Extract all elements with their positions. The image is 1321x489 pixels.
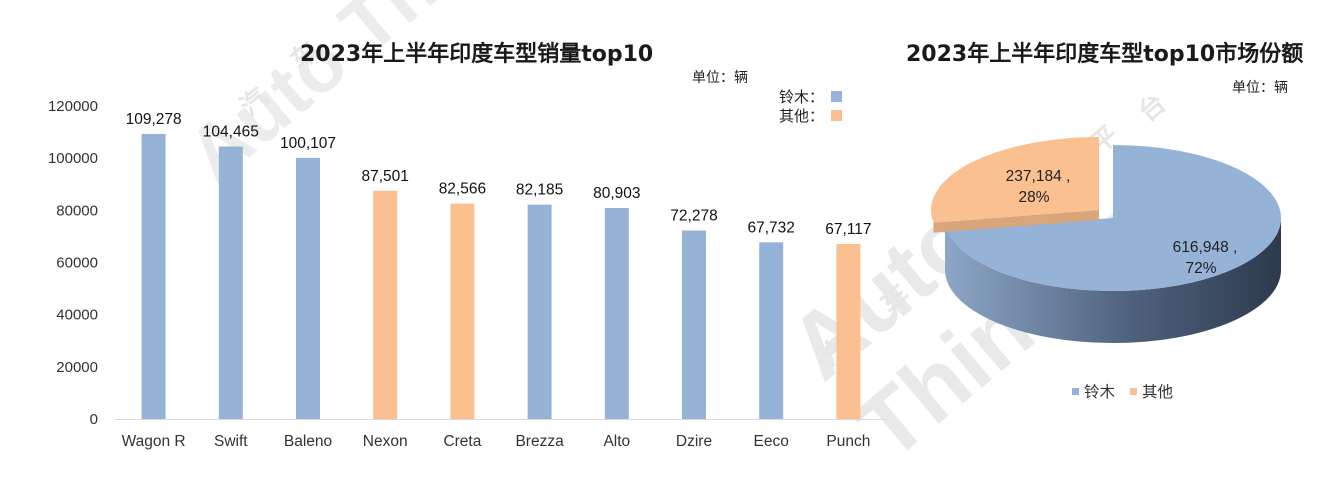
pie-side-wall — [945, 218, 1281, 343]
bar-chart: 0 20000 40000 60000 80000 100000 120000 109,278… — [48, 89, 887, 450]
bar-data-label: 87,501 — [361, 168, 408, 185]
bar-data-label: 82,566 — [439, 181, 486, 198]
pie-slice-other — [931, 137, 1099, 223]
bar-data-label: 82,185 — [516, 182, 563, 199]
bar — [296, 157, 320, 419]
pie-legend-swatch — [1130, 388, 1137, 395]
legend-swatch — [831, 91, 842, 102]
bar — [527, 204, 552, 419]
bar-data-label: 67,117 — [825, 221, 871, 238]
x-tick-label: Punch — [826, 433, 870, 450]
pie-slice-suzuki — [947, 145, 1281, 291]
pie-label-value: 616,948 , — [1173, 239, 1238, 256]
y-tick-label: 40000 — [56, 307, 98, 324]
y-tick-label: 100000 — [48, 150, 98, 167]
bar — [141, 133, 166, 419]
bar — [450, 203, 475, 419]
y-tick-label: 80000 — [56, 202, 98, 219]
legend-swatch — [831, 110, 842, 121]
bar-chart-unit-label: 单位：辆 — [692, 70, 748, 86]
y-tick-label: 20000 — [56, 359, 98, 376]
bar-data-label: 100,107 — [280, 135, 336, 152]
bar — [218, 146, 243, 420]
legend-label: 其他： — [779, 108, 824, 125]
bar — [373, 190, 398, 419]
pie-legend-swatch — [1072, 388, 1079, 395]
pie-chart-title: 2023年上半年印度车型top10市场份额 — [906, 42, 1304, 67]
pie-chart-unit-label: 单位：辆 — [1232, 80, 1288, 96]
x-tick-label: Eeco — [754, 433, 789, 450]
bar-data-label: 72,278 — [670, 207, 717, 224]
legend-label: 铃木： — [779, 89, 824, 106]
y-tick-label: 60000 — [56, 255, 98, 272]
y-tick-label: 120000 — [48, 98, 98, 115]
pie-chart: 616,948 , 72% 237,184 , 28% 铃木 其他 — [931, 137, 1281, 401]
pie-slice-other-edge — [933, 210, 1099, 233]
bar — [836, 243, 861, 419]
pie-legend-label: 铃木 — [1084, 383, 1116, 401]
bar — [682, 230, 706, 419]
x-tick-label: Swift — [214, 433, 248, 450]
x-tick-label: Brezza — [515, 433, 564, 450]
pie-legend-label: 其他 — [1142, 383, 1173, 401]
x-tick-label: Creta — [443, 433, 481, 450]
bar-data-label: 104,465 — [203, 124, 259, 141]
bar — [759, 242, 784, 419]
bar — [604, 207, 629, 419]
x-tick-label: Dzire — [676, 433, 712, 450]
x-tick-label: Nexon — [363, 433, 408, 450]
y-tick-label: 0 — [90, 411, 98, 428]
bar-data-label: 80,903 — [593, 185, 640, 202]
x-tick-label: Baleno — [284, 433, 332, 450]
bar-data-label: 67,732 — [747, 219, 794, 236]
pie-label-percent: 28% — [1018, 189, 1049, 206]
x-tick-label: Alto — [603, 433, 630, 450]
x-tick-label: Wagon R — [122, 433, 186, 450]
pie-label-value: 237,184 , — [1006, 168, 1071, 185]
bar-chart-title: 2023年上半年印度车型销量top10 — [300, 42, 654, 67]
pie-label-percent: 72% — [1185, 260, 1216, 277]
bar-data-label: 109,278 — [126, 111, 182, 128]
